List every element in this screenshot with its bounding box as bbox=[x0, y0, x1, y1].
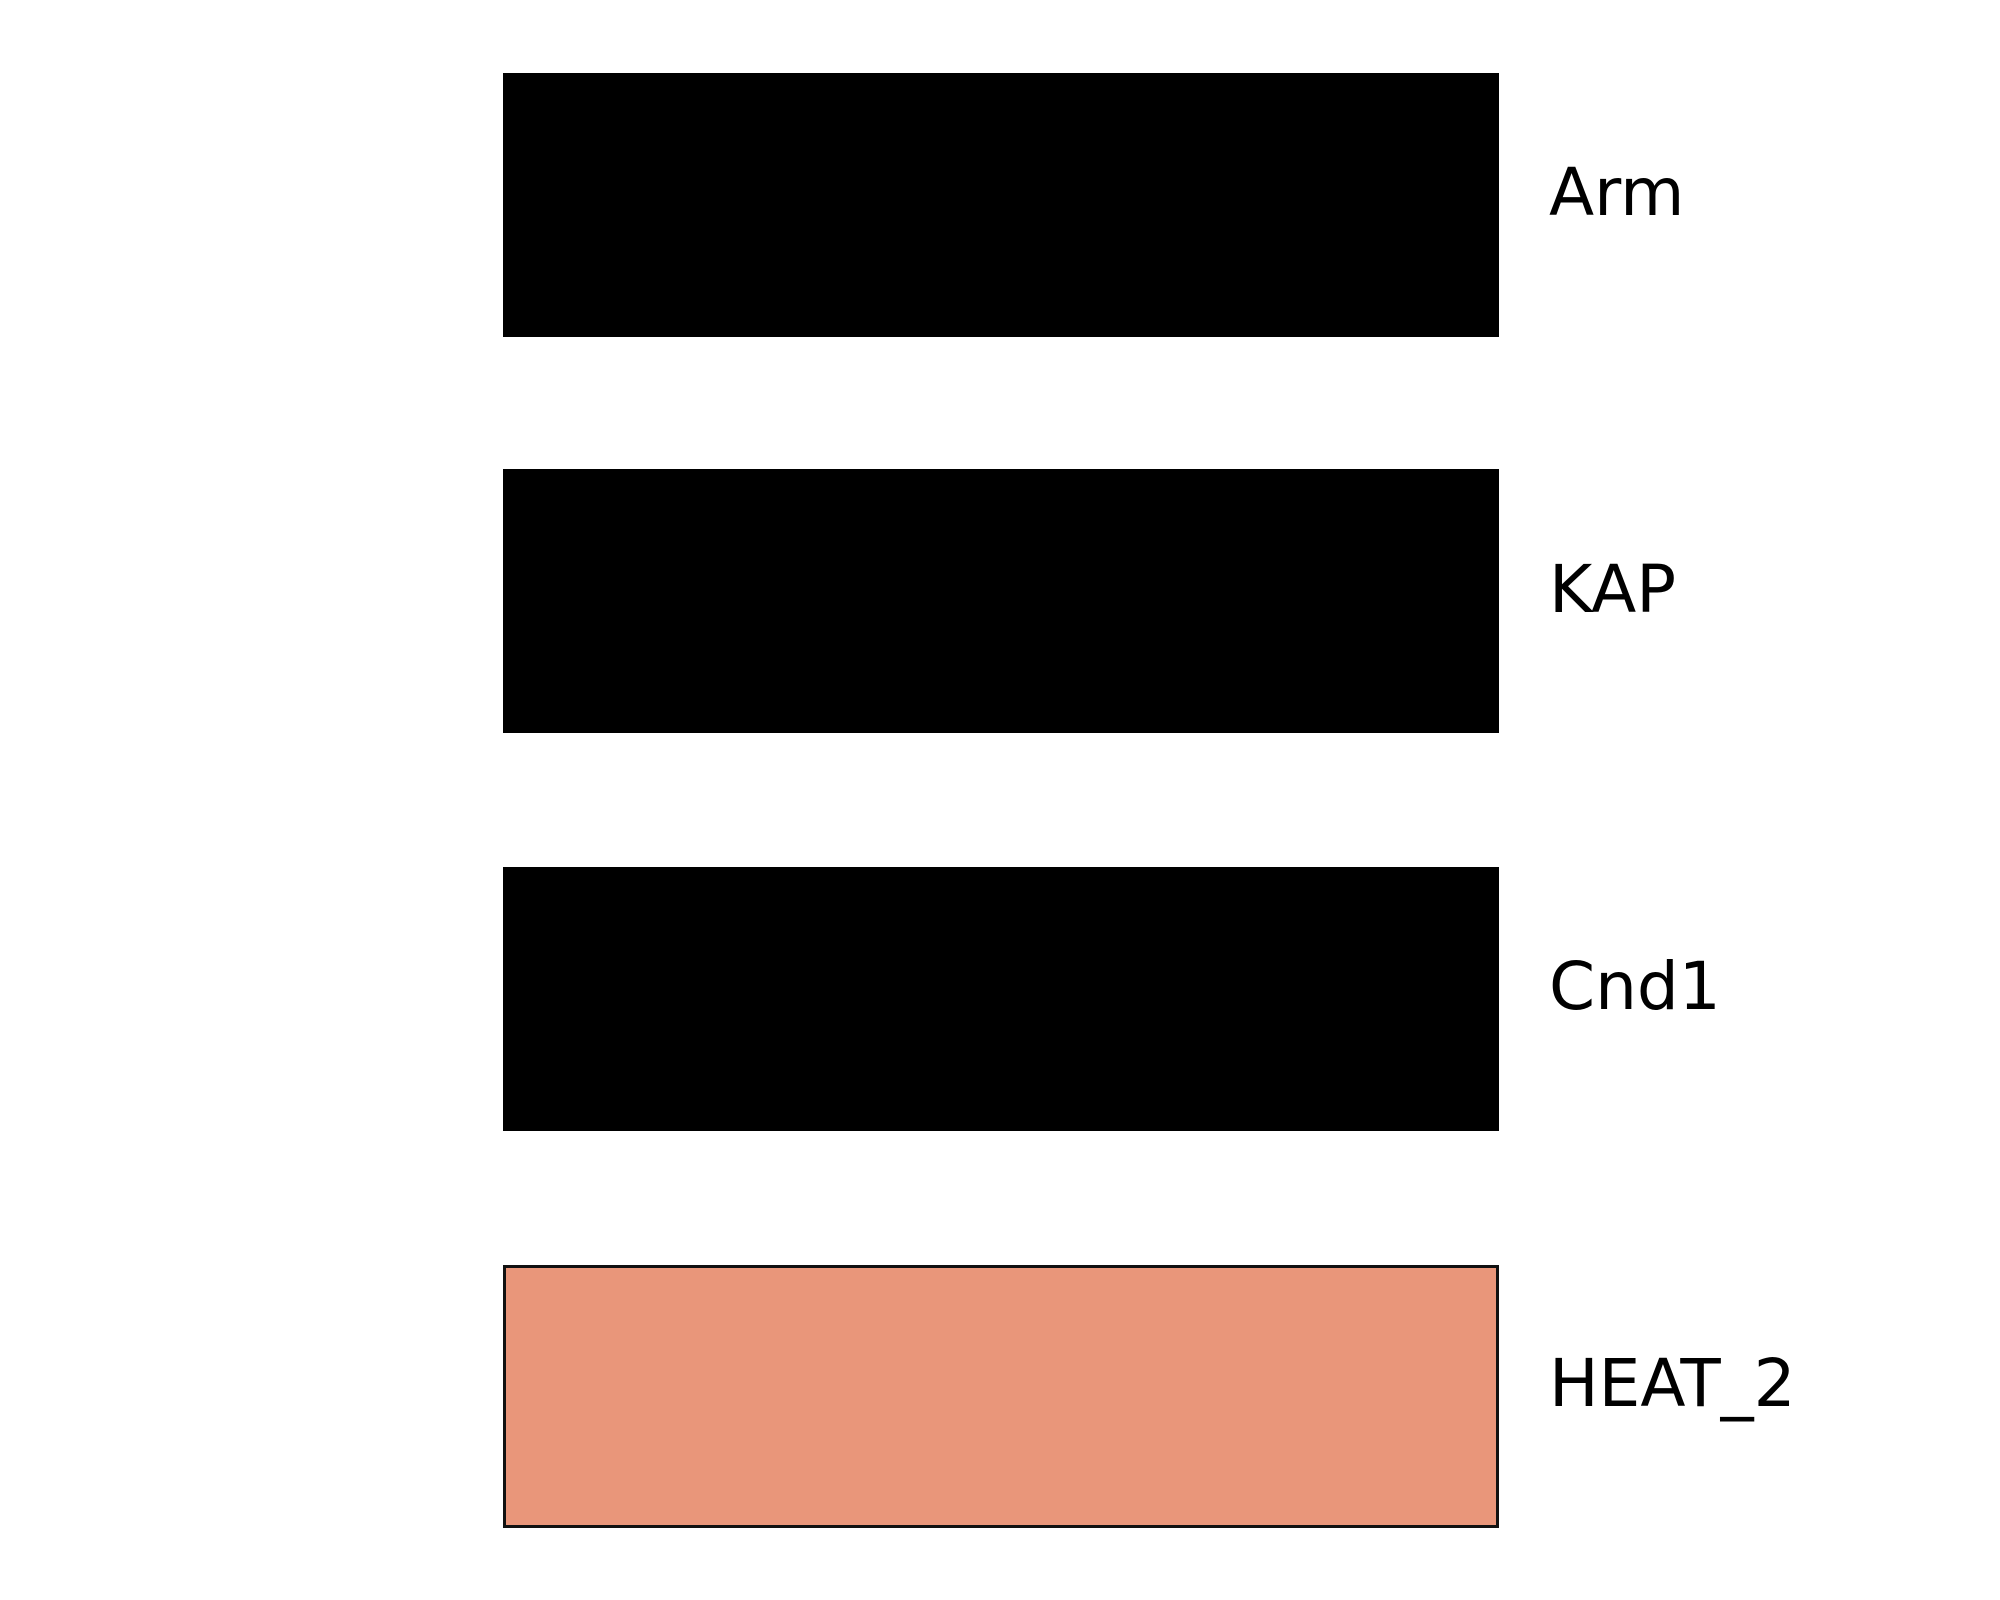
legend-label-arm: Arm bbox=[1549, 154, 1685, 231]
legend-label-cnd1: Cnd1 bbox=[1549, 948, 1721, 1025]
legend-swatch-heat2 bbox=[503, 1265, 1499, 1528]
legend-label-kap: KAP bbox=[1549, 551, 1677, 628]
legend-label-heat2: HEAT_2 bbox=[1549, 1345, 1796, 1422]
legend-swatch-arm bbox=[503, 73, 1499, 337]
legend-swatch-cnd1 bbox=[503, 867, 1499, 1131]
legend-swatch-kap bbox=[503, 469, 1499, 733]
